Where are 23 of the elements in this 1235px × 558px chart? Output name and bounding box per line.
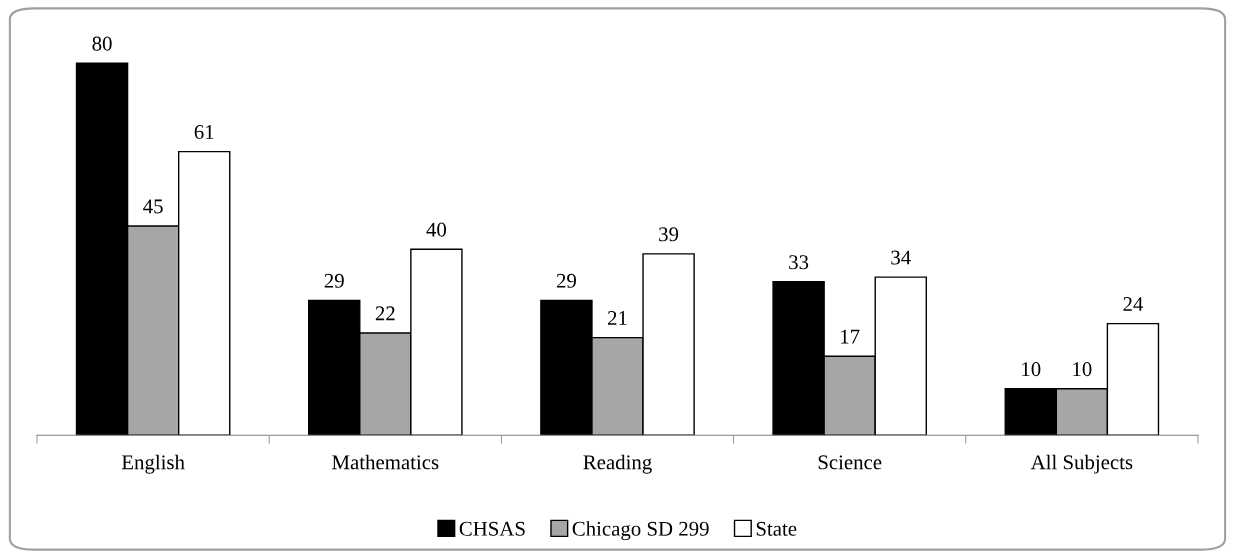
legend-label: Chicago SD 299 — [572, 521, 709, 541]
legend-label: State — [756, 521, 797, 536]
x-tick-label: Mathematics — [332, 454, 439, 470]
data-label: 24 — [1123, 297, 1144, 311]
data-label: 10 — [1073, 362, 1092, 377]
data-label: 29 — [556, 273, 576, 288]
data-label: 29 — [324, 273, 344, 288]
legend-label: CHSAS — [459, 521, 525, 536]
data-label: 45 — [143, 199, 163, 214]
data-label: 34 — [891, 250, 911, 265]
data-label: 33 — [789, 255, 809, 270]
data-label: 10 — [1022, 362, 1041, 377]
x-tick-label: English — [121, 454, 185, 474]
x-tick-label: Science — [818, 455, 882, 470]
x-tick-label: Reading — [583, 454, 652, 474]
data-label: 21 — [608, 311, 627, 325]
data-label: 22 — [375, 306, 395, 321]
data-label: 39 — [659, 227, 679, 242]
data-label: 40 — [426, 222, 447, 237]
data-label: 17 — [841, 329, 860, 344]
x-tick-label: All Subjects — [1030, 454, 1133, 474]
data-label: 80 — [92, 36, 112, 51]
data-label: 61 — [194, 125, 214, 140]
